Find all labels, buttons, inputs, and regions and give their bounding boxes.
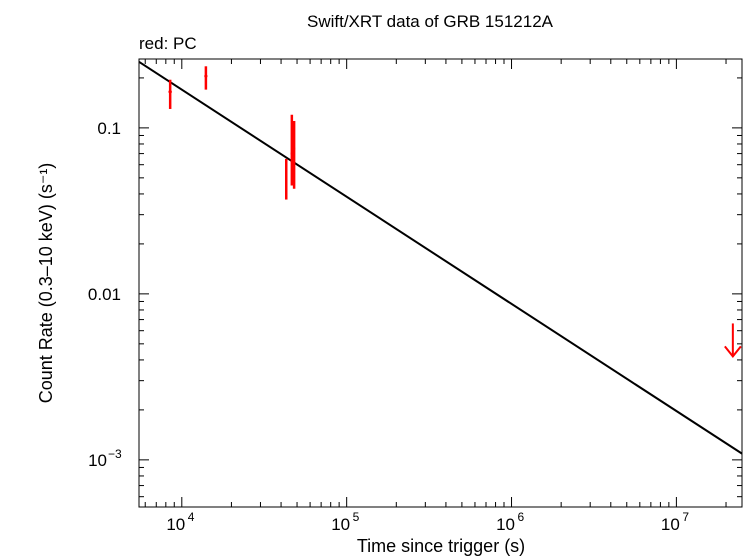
upper-limit-arrow	[724, 323, 742, 359]
data-point	[290, 114, 294, 186]
x-tick-label-exponent: 6	[518, 510, 525, 524]
data-points	[168, 66, 742, 359]
chart-title: Swift/XRT data of GRB 151212A	[307, 12, 554, 31]
y-axis-label: Count Rate (0.3–10 keV) (s⁻¹)	[36, 163, 56, 404]
y-tick-label: 0.01	[88, 285, 121, 304]
x-tick-label: 10	[331, 515, 350, 534]
x-tick-label: 10	[661, 515, 680, 534]
plot-frame	[138, 58, 743, 508]
data-point	[204, 66, 208, 90]
data-point	[292, 121, 296, 189]
upper-limit-head	[724, 345, 742, 359]
x-tick-label-exponent: 7	[682, 510, 689, 524]
y-tick-label-exponent: −3	[108, 447, 122, 461]
x-tick-label: 10	[166, 515, 185, 534]
x-tick-label-exponent: 5	[353, 510, 360, 524]
x-tick-label: 10	[496, 515, 515, 534]
x-tick-label-exponent: 4	[188, 510, 195, 524]
fit-line	[138, 60, 743, 455]
data-point	[168, 79, 172, 109]
chart-subtitle: red: PC	[139, 34, 197, 53]
x-axis-label: Time since trigger (s)	[357, 536, 525, 556]
axis-ticks	[139, 59, 742, 507]
y-tick-label: 10	[88, 451, 107, 470]
y-tick-label: 0.1	[97, 119, 121, 138]
data-point	[284, 158, 288, 200]
